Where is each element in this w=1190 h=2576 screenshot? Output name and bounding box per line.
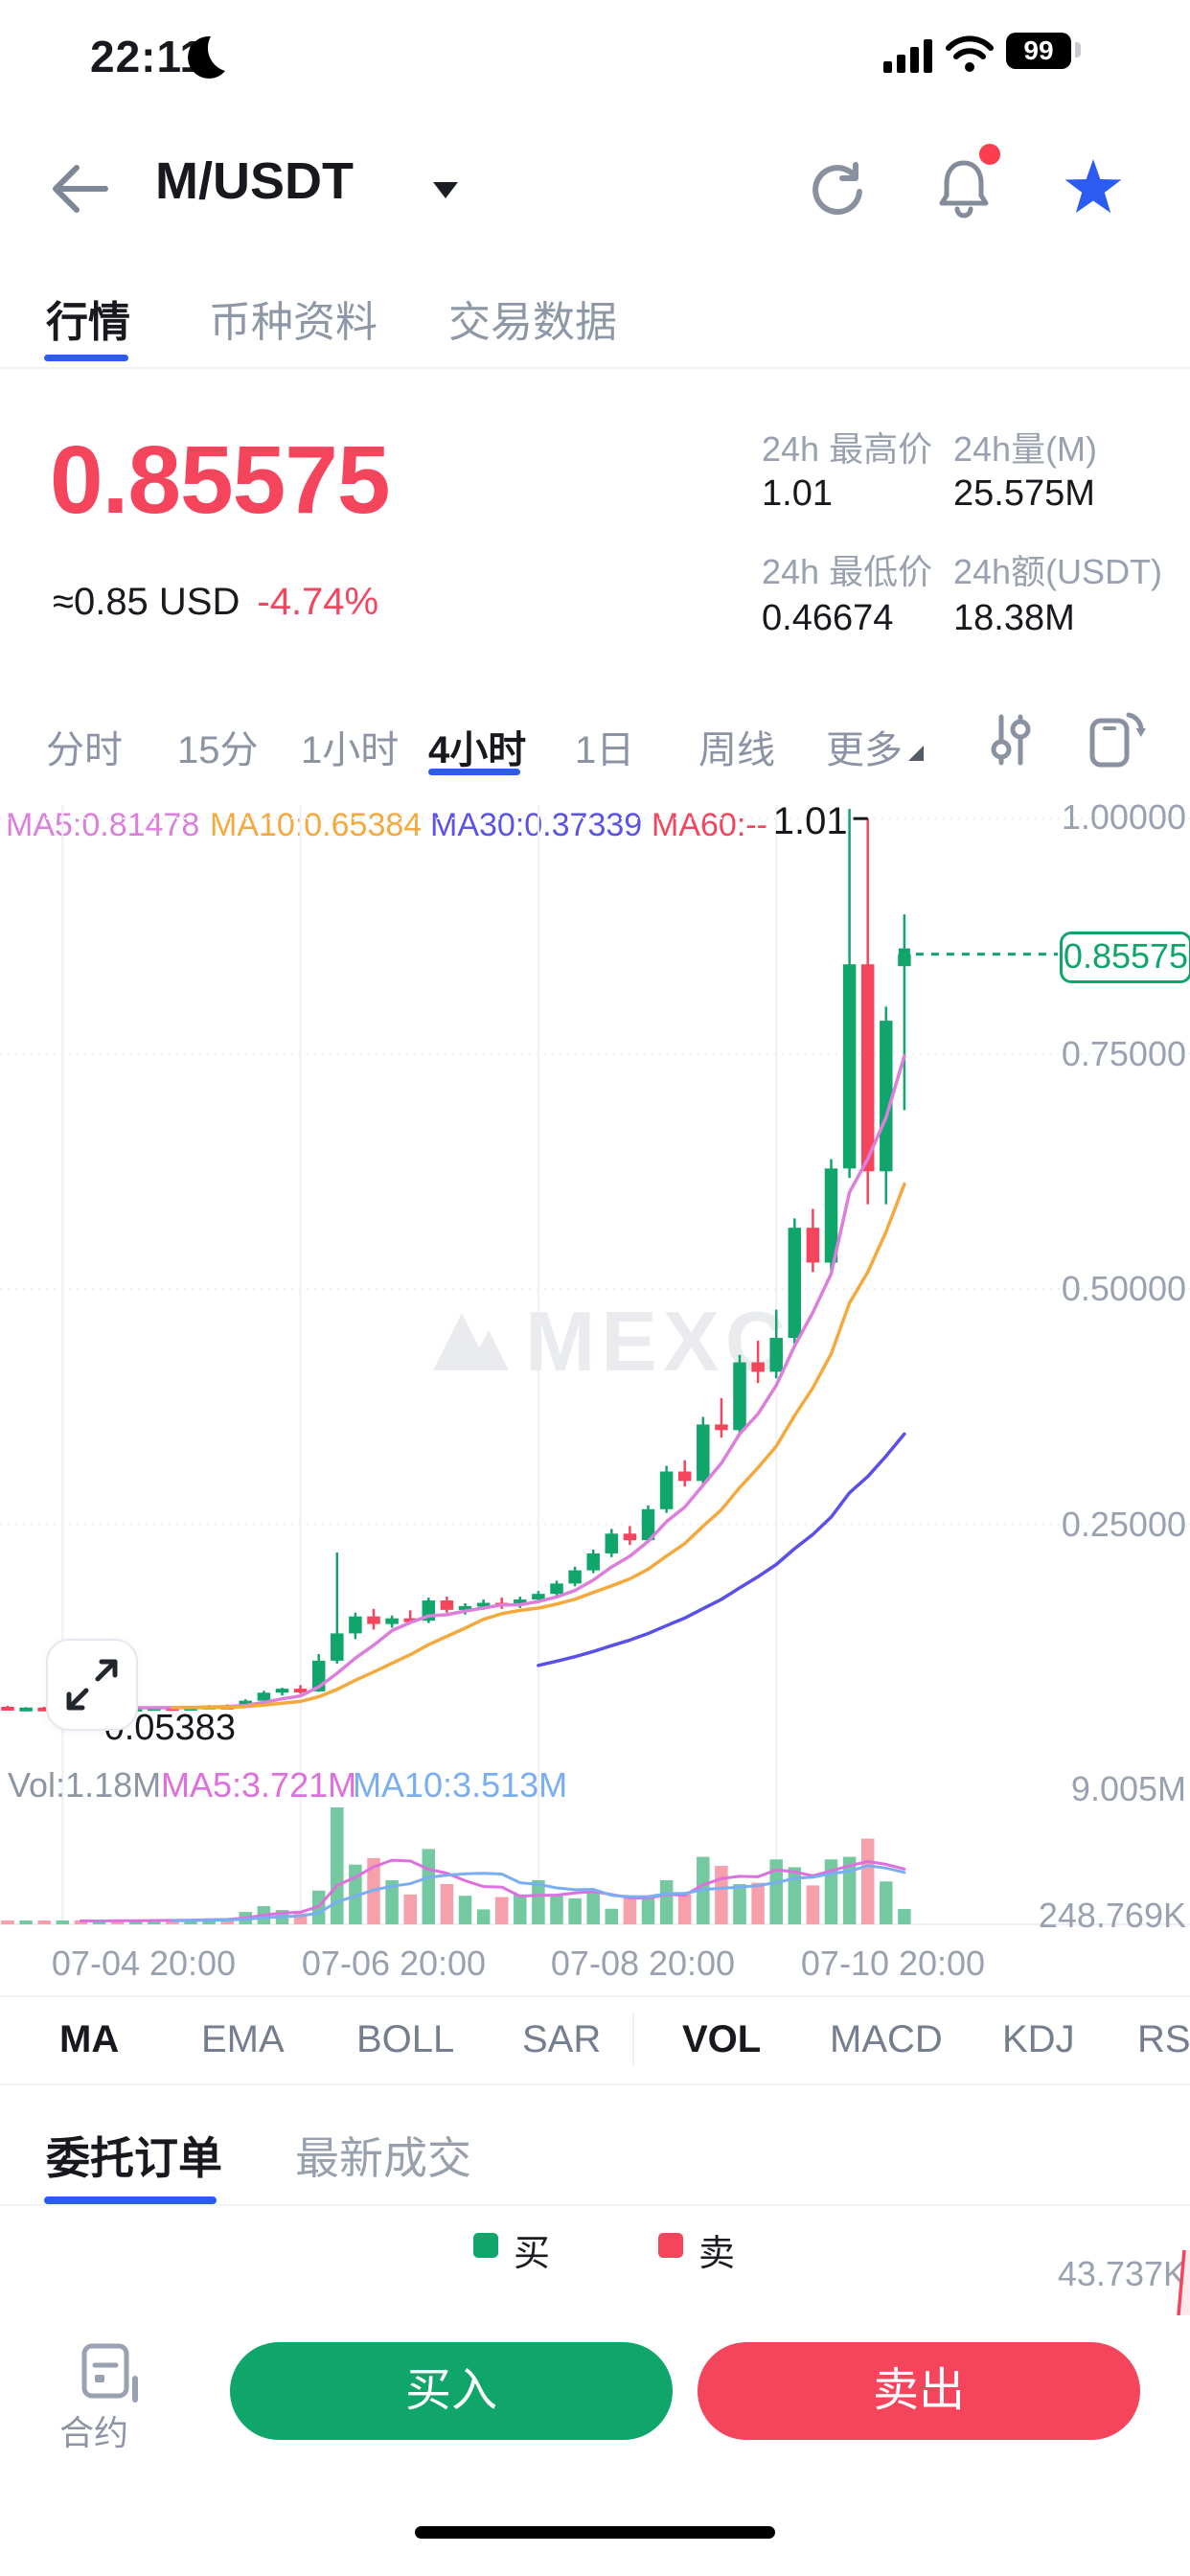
- active-tab-underline: [44, 355, 128, 361]
- timeframe-1w[interactable]: 周线: [698, 729, 775, 771]
- expand-chart-button[interactable]: [46, 1639, 138, 1731]
- indicator-sar[interactable]: SAR: [522, 2018, 602, 2060]
- landscape-rotate-icon[interactable]: [1088, 709, 1146, 769]
- home-indicator[interactable]: [415, 2526, 775, 2539]
- stat-turnover-value: 18.38M: [953, 598, 1075, 638]
- x-axis-label: 07-04 20:00: [51, 1944, 237, 1983]
- stat-turnover-label: 24h额(USDT): [953, 552, 1163, 591]
- stat-low-label: 24h 最低价: [762, 552, 933, 591]
- buy-legend-label: 买: [514, 2234, 551, 2274]
- divider: [0, 1995, 1190, 1997]
- indicator-kdj[interactable]: KDJ: [1002, 2018, 1075, 2060]
- divider: [0, 2204, 1190, 2206]
- indicator-separator: [632, 2012, 634, 2066]
- volume-axis-max: 9.005M: [1070, 1769, 1186, 1808]
- battery-nub-icon: [1075, 42, 1081, 58]
- stat-high-value: 1.01: [762, 473, 833, 514]
- favorite-star-icon[interactable]: [1064, 159, 1123, 215]
- indicator-boll[interactable]: BOLL: [356, 2018, 455, 2060]
- sell-legend-label: 卖: [698, 2234, 736, 2274]
- timeframe-time[interactable]: 分时: [46, 729, 123, 771]
- divider: [0, 2083, 1190, 2085]
- current-price-tag: 0.85575: [1060, 932, 1190, 983]
- change-24h: -4.74%: [257, 581, 379, 623]
- back-icon[interactable]: [48, 161, 111, 217]
- battery-level: 99: [1023, 35, 1054, 65]
- sell-button[interactable]: 卖出: [698, 2342, 1140, 2440]
- contract-icon[interactable]: [80, 2342, 142, 2405]
- contract-label[interactable]: 合约: [59, 2413, 129, 2452]
- battery-icon: 99: [1006, 33, 1071, 69]
- wifi-icon: [946, 35, 994, 72]
- x-axis-label: 07-08 20:00: [550, 1944, 736, 1983]
- x-axis-label: 07-06 20:00: [301, 1944, 487, 1983]
- y-axis-label: 1.00000: [1061, 797, 1186, 837]
- svg-text:MEXC: MEXC: [525, 1294, 791, 1389]
- tab-latest-trades[interactable]: 最新成交: [295, 2133, 471, 2183]
- depth-chart-edge: [1177, 2249, 1190, 2316]
- buy-button[interactable]: 买入: [230, 2342, 673, 2440]
- x-axis-label: 07-10 20:00: [800, 1944, 986, 1983]
- timeframe-more[interactable]: 更多: [826, 729, 903, 771]
- timeframe-1h[interactable]: 1小时: [301, 729, 400, 771]
- notification-dot: [979, 144, 1000, 165]
- buy-legend-swatch: [473, 2233, 498, 2258]
- svg-text:1.01: 1.01: [773, 805, 848, 842]
- stat-volume-label: 24h量(M): [953, 429, 1098, 469]
- volume-ma5-label: MA5:3.721M: [161, 1765, 357, 1805]
- y-axis-label: 0.25000: [1061, 1505, 1186, 1544]
- volume-axis-min: 248.769K: [1038, 1896, 1186, 1935]
- tab-coin-info[interactable]: 币种资料: [209, 299, 378, 346]
- indicator-rsi[interactable]: RSI: [1137, 2018, 1190, 2060]
- pair-title[interactable]: M/USDT: [155, 152, 354, 210]
- tab-quotes[interactable]: 行情: [46, 299, 130, 346]
- signal-icon: [883, 39, 932, 73]
- indicator-ma[interactable]: MA: [59, 2018, 120, 2060]
- tab-trading-data[interactable]: 交易数据: [448, 299, 617, 346]
- active-timeframe-underline: [428, 769, 520, 775]
- sell-legend-swatch: [658, 2233, 683, 2258]
- volume-label: Vol:1.18M: [8, 1765, 162, 1805]
- tab-open-orders[interactable]: 委托订单: [46, 2133, 222, 2183]
- last-price: 0.85575: [50, 426, 390, 534]
- pair-dropdown-icon[interactable]: [433, 182, 458, 198]
- timeframe-1d[interactable]: 1日: [575, 729, 635, 771]
- indicator-macd[interactable]: MACD: [830, 2018, 943, 2060]
- ma5-label: MA5:0.81478: [6, 807, 200, 843]
- status-time: 22:11: [90, 32, 206, 81]
- y-axis-label: 0.50000: [1061, 1269, 1186, 1308]
- stat-low-value: 0.46674: [762, 598, 894, 638]
- timeframe-15m[interactable]: 15分: [177, 729, 259, 771]
- fiat-approx: ≈0.85 USD: [53, 581, 240, 623]
- indicator-ema[interactable]: EMA: [201, 2018, 285, 2060]
- price-sub-row: ≈0.85 USD -4.74%: [53, 581, 378, 624]
- moon-icon: [188, 35, 225, 79]
- volume-ma10-label: MA10:3.513M: [353, 1765, 568, 1805]
- ma60-label: MA60:--: [652, 807, 767, 843]
- more-caret-icon[interactable]: [908, 746, 924, 761]
- active-order-tab-underline: [44, 2196, 217, 2204]
- timeframe-4h[interactable]: 4小时: [428, 729, 527, 771]
- stat-volume-value: 25.575M: [953, 473, 1095, 514]
- stat-high-label: 24h 最高价: [762, 429, 933, 469]
- ma30-label: MA30:0.37339: [430, 807, 643, 843]
- ma10-label: MA10:0.65384: [210, 807, 423, 843]
- bell-icon[interactable]: [935, 157, 993, 218]
- y-axis-label: 0.75000: [1061, 1034, 1186, 1073]
- indicator-vol[interactable]: VOL: [682, 2018, 762, 2060]
- expand-arrows-icon: [66, 1659, 118, 1711]
- depth-scale-label: 43.737K: [1057, 2254, 1186, 2293]
- divider: [0, 367, 1190, 369]
- chart-settings-icon[interactable]: [987, 711, 1035, 769]
- refresh-icon[interactable]: [811, 161, 866, 217]
